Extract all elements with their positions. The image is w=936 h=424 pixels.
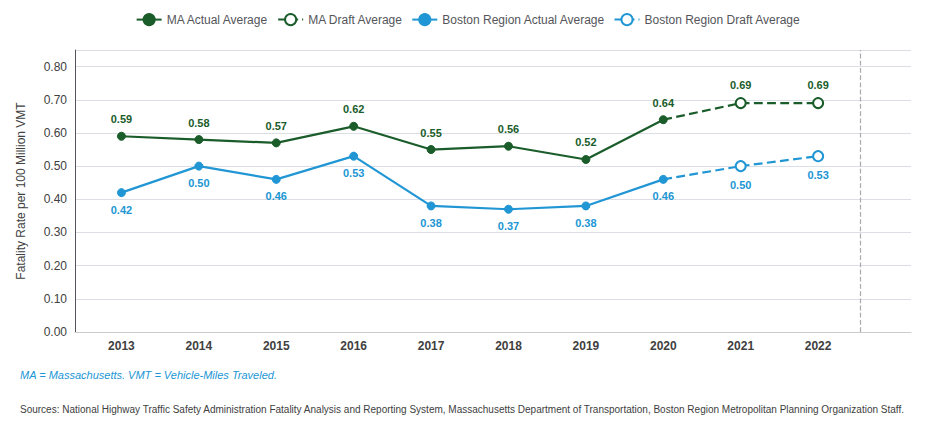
svg-text:0.00: 0.00 xyxy=(44,325,68,339)
svg-text:0.30: 0.30 xyxy=(44,225,68,239)
svg-text:0.55: 0.55 xyxy=(420,127,441,139)
svg-text:0.46: 0.46 xyxy=(653,190,674,202)
svg-text:0.46: 0.46 xyxy=(266,190,287,202)
svg-text:Boston Region Actual Average: Boston Region Actual Average xyxy=(442,13,604,27)
svg-text:MA Actual Average: MA Actual Average xyxy=(167,13,268,27)
svg-text:0.59: 0.59 xyxy=(111,113,132,125)
svg-text:0.50: 0.50 xyxy=(188,177,209,189)
svg-text:0.56: 0.56 xyxy=(498,123,519,135)
svg-text:Fatality Rate per 100 Million: Fatality Rate per 100 Million VMT xyxy=(14,102,28,280)
svg-text:0.42: 0.42 xyxy=(111,204,132,216)
svg-text:0.57: 0.57 xyxy=(266,120,287,132)
svg-text:0.20: 0.20 xyxy=(44,259,68,273)
svg-text:0.38: 0.38 xyxy=(420,217,441,229)
svg-text:0.37: 0.37 xyxy=(498,220,519,232)
svg-text:2020: 2020 xyxy=(650,339,677,353)
svg-text:MA = Massachusetts. VMT = Vehi: MA = Massachusetts. VMT = Vehicle-Miles … xyxy=(20,369,277,381)
svg-text:0.53: 0.53 xyxy=(807,169,828,181)
svg-text:2014: 2014 xyxy=(186,339,213,353)
svg-text:0.60: 0.60 xyxy=(44,126,68,140)
svg-text:0.69: 0.69 xyxy=(730,79,751,91)
svg-text:0.10: 0.10 xyxy=(44,292,68,306)
svg-text:0.80: 0.80 xyxy=(44,60,68,74)
svg-text:0.52: 0.52 xyxy=(575,136,596,148)
svg-text:0.50: 0.50 xyxy=(730,179,751,191)
svg-text:2016: 2016 xyxy=(340,339,367,353)
svg-text:MA Draft Average: MA Draft Average xyxy=(308,13,402,27)
svg-text:2019: 2019 xyxy=(573,339,600,353)
svg-text:2021: 2021 xyxy=(727,339,754,353)
svg-text:0.38: 0.38 xyxy=(575,217,596,229)
svg-text:0.64: 0.64 xyxy=(653,97,675,109)
svg-text:2015: 2015 xyxy=(263,339,290,353)
svg-text:2013: 2013 xyxy=(108,339,135,353)
svg-text:0.53: 0.53 xyxy=(343,167,364,179)
svg-text:2017: 2017 xyxy=(418,339,445,353)
svg-text:Boston Region Draft Average: Boston Region Draft Average xyxy=(644,13,800,27)
svg-text:2022: 2022 xyxy=(805,339,832,353)
svg-text:0.40: 0.40 xyxy=(44,192,68,206)
svg-text:0.70: 0.70 xyxy=(44,93,68,107)
svg-text:Sources: National Highway Traf: Sources: National Highway Traffic Safety… xyxy=(20,404,904,415)
svg-text:0.50: 0.50 xyxy=(44,159,68,173)
svg-text:2018: 2018 xyxy=(495,339,522,353)
svg-text:0.62: 0.62 xyxy=(343,103,364,115)
svg-text:0.58: 0.58 xyxy=(188,117,209,129)
svg-text:0.69: 0.69 xyxy=(807,79,828,91)
